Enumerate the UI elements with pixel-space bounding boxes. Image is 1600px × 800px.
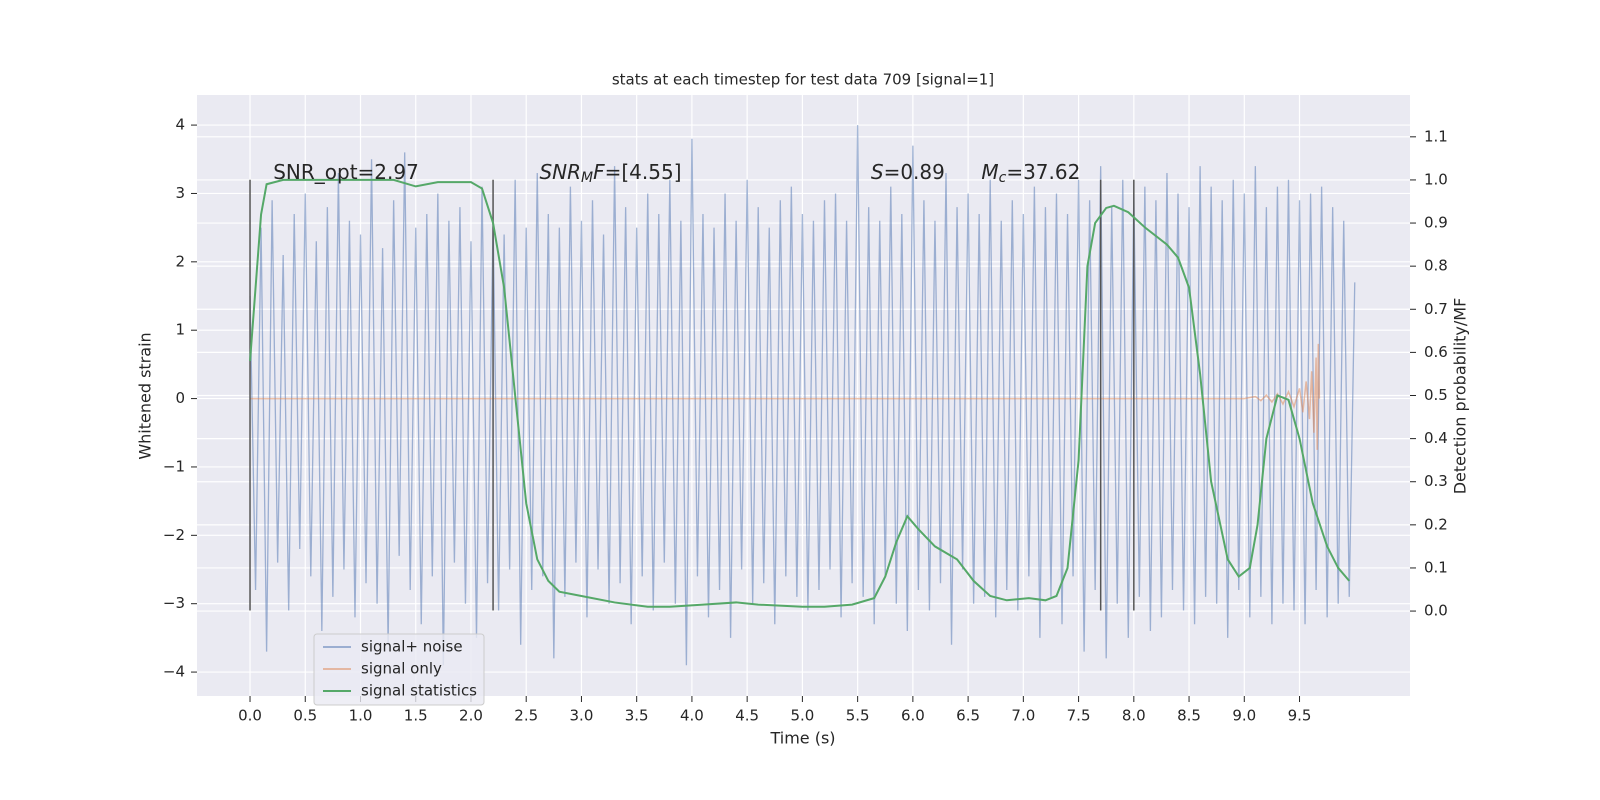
y2-tick-label: 1.0	[1424, 170, 1448, 188]
x-tick-label: 9.0	[1232, 707, 1256, 725]
x-tick-label: 3.0	[570, 707, 594, 725]
y2-tick-label: 0.6	[1424, 343, 1448, 361]
x-tick-label: 7.5	[1067, 707, 1091, 725]
series-line	[249, 178, 1351, 608]
y-tick-label: 3	[175, 184, 185, 202]
y-tick-label: −2	[163, 526, 185, 544]
x-tick-label: 1.5	[404, 707, 428, 725]
series-line	[249, 125, 1356, 666]
legend-label: signal statistics	[361, 682, 477, 700]
x-tick-label: 2.5	[514, 707, 538, 725]
x-tick-label: 5.0	[790, 707, 814, 725]
y-tick-label: 0	[175, 389, 185, 407]
y2-tick-label: 1.1	[1424, 127, 1448, 145]
x-tick-label: 4.0	[680, 707, 704, 725]
y2-tick-label: 0.1	[1424, 558, 1448, 576]
annotation-run: M	[581, 170, 593, 186]
annotation: SNR_opt=2.97	[273, 159, 419, 183]
y-tick-label: −3	[163, 594, 185, 612]
y2-tick-label: 0.2	[1424, 515, 1448, 533]
x-tick-label: 5.5	[846, 707, 870, 725]
y2-tick-label: 0.7	[1424, 300, 1448, 318]
legend-label: signal+ noise	[361, 638, 463, 656]
x-tick-label: 8.0	[1122, 707, 1146, 725]
y2-tick-label: 0.8	[1424, 257, 1448, 275]
annotation: SNRMF=[4.55]	[539, 159, 681, 186]
chart-title: stats at each timestep for test data 709…	[612, 71, 994, 89]
x-tick-label: 9.5	[1288, 707, 1312, 725]
x-tick-label: 8.5	[1177, 707, 1201, 725]
y2-tick-label: 0.0	[1424, 602, 1448, 620]
x-tick-label: 7.0	[1011, 707, 1035, 725]
series-line	[250, 343, 1321, 450]
x-tick-label: 6.5	[956, 707, 980, 725]
x-tick-label: 1.0	[349, 707, 373, 725]
annotation-run: M	[981, 159, 998, 183]
legend-label: signal only	[361, 660, 442, 678]
annotation-run: F	[593, 159, 605, 183]
y2-tick-label: 0.5	[1424, 386, 1448, 404]
annotation: Mc=37.62	[981, 159, 1080, 186]
y2-axis-label: Detection probability/MF	[1451, 298, 1470, 495]
y-tick-label: 4	[175, 116, 185, 134]
x-tick-label: 2.0	[459, 707, 483, 725]
annotation-run: =[4.55]	[605, 159, 682, 183]
y-tick-label: −4	[163, 663, 185, 681]
y2-tick-label: 0.3	[1424, 472, 1448, 490]
y2-tick-label: 0.4	[1424, 429, 1448, 447]
y-tick-label: 1	[175, 321, 185, 339]
legend-box	[313, 633, 485, 706]
x-axis-label: Time (s)	[769, 729, 835, 748]
y2-tick-label: 0.9	[1424, 214, 1448, 232]
annotation-run: =37.62	[1006, 159, 1080, 183]
y-tick-label: −1	[163, 457, 185, 475]
y-axis-label: Whitened strain	[136, 332, 155, 459]
x-tick-label: 3.5	[625, 707, 649, 725]
annotation-run: c	[999, 170, 1007, 186]
annotation-run: SNR_opt=2.97	[273, 159, 419, 183]
annotation-run: SNR	[539, 159, 581, 183]
x-tick-label: 4.5	[735, 707, 759, 725]
x-tick-label: 0.0	[238, 707, 262, 725]
y-tick-label: 2	[175, 252, 185, 270]
x-tick-label: 6.0	[901, 707, 925, 725]
annotation-run: =0.89	[884, 159, 945, 183]
annotation-run: S	[871, 159, 884, 183]
x-tick-label: 0.5	[293, 707, 317, 725]
annotation: S=0.89	[871, 159, 945, 183]
